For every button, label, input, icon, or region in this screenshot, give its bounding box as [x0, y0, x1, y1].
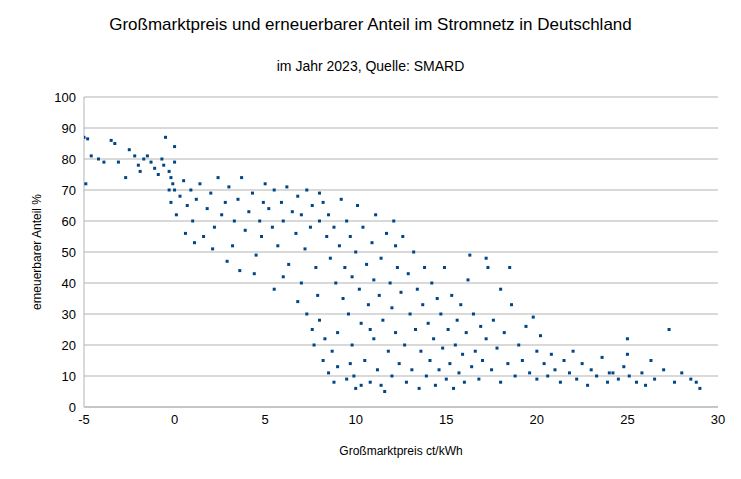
svg-text:5: 5 — [262, 412, 269, 427]
svg-text:70: 70 — [62, 183, 76, 198]
svg-text:60: 60 — [62, 214, 76, 229]
html-text:Großmarktpreis ct/kWh: Großmarktpreis ct/kWh — [339, 444, 463, 458]
svg-text:100: 100 — [54, 90, 76, 105]
svg-text:50: 50 — [62, 245, 76, 260]
svg-text:20: 20 — [62, 338, 76, 353]
html-text:im Jahr 2023, Quelle: SMARD: im Jahr 2023, Quelle: SMARD — [276, 58, 465, 74]
svg-text:25: 25 — [620, 412, 634, 427]
html-text:erneuerbarer Anteil %: erneuerbarer Anteil % — [30, 194, 44, 310]
svg-text:20: 20 — [530, 412, 544, 427]
svg-text:30: 30 — [711, 412, 725, 427]
svg-text:80: 80 — [62, 152, 76, 167]
svg-text:0: 0 — [69, 400, 76, 415]
svg-text:30: 30 — [62, 307, 76, 322]
svg-text:40: 40 — [62, 276, 76, 291]
svg-text:10: 10 — [62, 369, 76, 384]
svg-text:0: 0 — [171, 412, 178, 427]
svg-text:90: 90 — [62, 121, 76, 136]
html-text:Großmarktpreis und erneuerbare: Großmarktpreis und erneuerbarer Anteil i… — [109, 15, 632, 34]
svg-text:-5: -5 — [78, 412, 90, 427]
svg-text:15: 15 — [439, 412, 453, 427]
svg-text:10: 10 — [348, 412, 362, 427]
